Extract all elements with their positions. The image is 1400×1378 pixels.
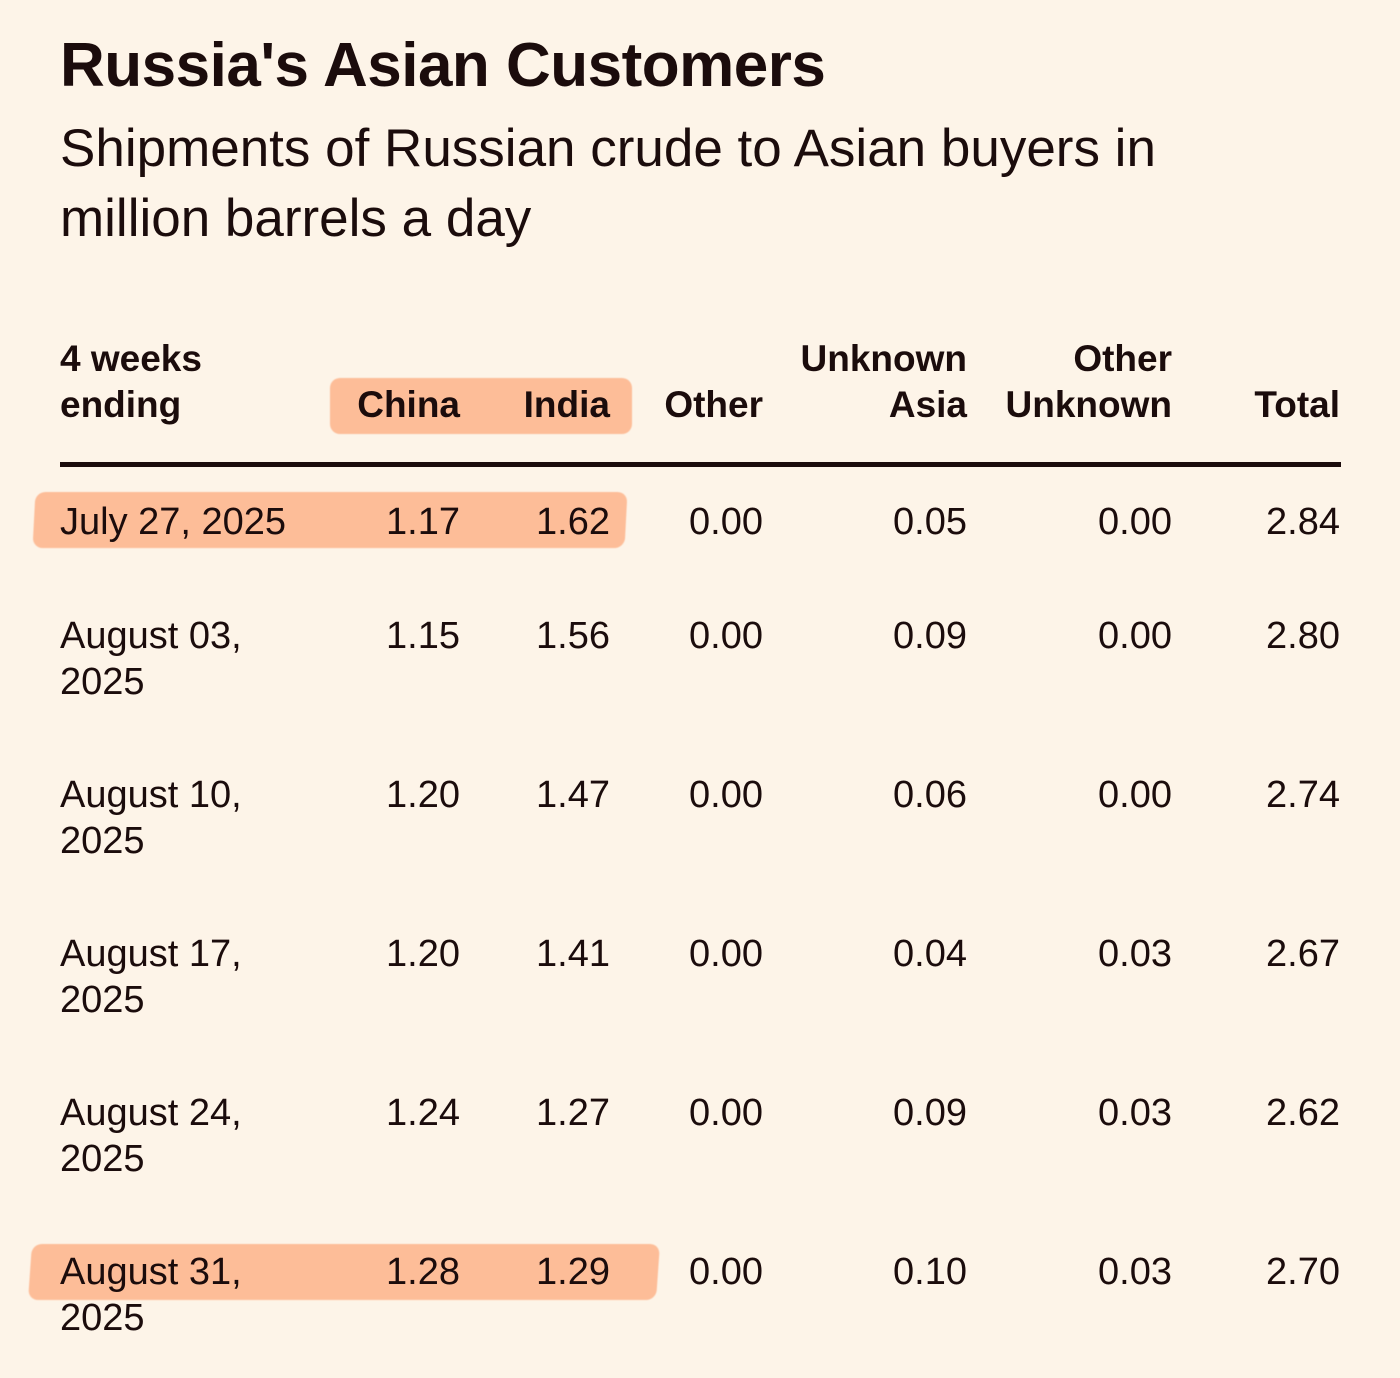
header-other-unknown-line1: Other bbox=[1073, 338, 1172, 379]
cell-other-unknown: 0.03 bbox=[1098, 933, 1172, 975]
cell-china: 1.24 bbox=[386, 1092, 460, 1134]
header-date-line2: ending bbox=[60, 384, 182, 425]
header-total: Total bbox=[1180, 382, 1340, 428]
table-row: August 03, 2025 1.15 1.56 0.00 0.09 0.00 2.80 bbox=[0, 613, 1400, 713]
cell-date-line2: 2025 bbox=[60, 1297, 145, 1339]
cell-date-line1: July 27, 2025 bbox=[60, 501, 287, 543]
header-india: India bbox=[450, 382, 610, 428]
cell-date-line2: 2025 bbox=[60, 979, 145, 1021]
cell-date: August 17, 2025 bbox=[60, 931, 320, 1023]
cell-total: 2.80 bbox=[1266, 615, 1340, 657]
cell-total: 2.70 bbox=[1266, 1251, 1340, 1293]
cell-date-line1: August 10, bbox=[60, 774, 242, 816]
cell-other-unknown: 0.00 bbox=[1098, 615, 1172, 657]
cell-other-unknown: 0.03 bbox=[1098, 1251, 1172, 1293]
cell-other: 0.00 bbox=[689, 774, 763, 816]
table-row: August 17, 2025 1.20 1.41 0.00 0.04 0.03 2.67 bbox=[0, 931, 1400, 1031]
cell-other-unknown: 0.03 bbox=[1098, 1092, 1172, 1134]
cell-date-line2: 2025 bbox=[60, 820, 145, 862]
table-row: July 27, 2025 1.17 1.62 0.00 0.05 0.00 2.84 bbox=[0, 499, 1400, 599]
header-india-label: India bbox=[523, 384, 610, 425]
cell-date: August 31, 2025 bbox=[60, 1249, 320, 1341]
cell-china: 1.17 bbox=[386, 501, 460, 543]
header-other-unknown-line2: Unknown bbox=[1005, 384, 1172, 425]
header-other: Other bbox=[600, 382, 763, 428]
chart-title: Russia's Asian Customers bbox=[60, 31, 826, 100]
cell-unknown-asia: 0.09 bbox=[893, 1092, 967, 1134]
cell-other: 0.00 bbox=[689, 501, 763, 543]
cell-india: 1.62 bbox=[536, 501, 610, 543]
cell-india: 1.47 bbox=[536, 774, 610, 816]
cell-unknown-asia: 0.10 bbox=[893, 1251, 967, 1293]
cell-china: 1.15 bbox=[386, 615, 460, 657]
cell-date-line1: August 03, bbox=[60, 615, 242, 657]
cell-unknown-asia: 0.09 bbox=[893, 615, 967, 657]
header-other-unknown: Other Unknown bbox=[972, 336, 1172, 428]
header-date-line1: 4 weeks bbox=[60, 338, 202, 379]
cell-india: 1.41 bbox=[536, 933, 610, 975]
cell-date-line2: 2025 bbox=[60, 661, 145, 703]
cell-date-line1: August 31, bbox=[60, 1251, 242, 1293]
cell-unknown-asia: 0.04 bbox=[893, 933, 967, 975]
cell-date: August 24, 2025 bbox=[60, 1090, 320, 1182]
header-highlight bbox=[330, 378, 632, 434]
cell-india: 1.56 bbox=[536, 615, 610, 657]
table-row: August 24, 2025 1.24 1.27 0.00 0.09 0.03 2.62 bbox=[0, 1090, 1400, 1190]
cell-other: 0.00 bbox=[689, 1251, 763, 1293]
cell-unknown-asia: 0.06 bbox=[893, 774, 967, 816]
cell-other-unknown: 0.00 bbox=[1098, 774, 1172, 816]
cell-other: 0.00 bbox=[689, 615, 763, 657]
cell-china: 1.28 bbox=[386, 1251, 460, 1293]
cell-date-line2: 2025 bbox=[60, 1138, 145, 1180]
header-total-label: Total bbox=[1254, 384, 1340, 425]
cell-india: 1.29 bbox=[536, 1251, 610, 1293]
cell-other: 0.00 bbox=[689, 933, 763, 975]
cell-india: 1.27 bbox=[536, 1092, 610, 1134]
cell-other-unknown: 0.00 bbox=[1098, 501, 1172, 543]
header-china: China bbox=[300, 382, 460, 428]
cell-china: 1.20 bbox=[386, 774, 460, 816]
cell-date: July 27, 2025 bbox=[60, 499, 320, 545]
cell-date-line1: August 17, bbox=[60, 933, 242, 975]
table-row: August 10, 2025 1.20 1.47 0.00 0.06 0.00 2.74 bbox=[0, 772, 1400, 872]
cell-unknown-asia: 0.05 bbox=[893, 501, 967, 543]
header-china-label: China bbox=[357, 384, 460, 425]
header-date: 4 weeks ending bbox=[60, 336, 202, 428]
table-row: August 31, 2025 1.28 1.29 0.00 0.10 0.03 2.70 bbox=[0, 1249, 1400, 1349]
header-other-label: Other bbox=[664, 384, 763, 425]
cell-other: 0.00 bbox=[689, 1092, 763, 1134]
header-unknown-asia: Unknown Asia bbox=[770, 336, 967, 428]
cell-china: 1.20 bbox=[386, 933, 460, 975]
cell-date-line1: August 24, bbox=[60, 1092, 242, 1134]
cell-total: 2.62 bbox=[1266, 1092, 1340, 1134]
header-rule bbox=[60, 462, 1341, 467]
chart-subtitle: Shipments of Russian crude to Asian buye… bbox=[60, 119, 1156, 248]
cell-date: August 10, 2025 bbox=[60, 772, 320, 864]
cell-total: 2.84 bbox=[1266, 501, 1340, 543]
cell-date: August 03, 2025 bbox=[60, 613, 320, 705]
header-unknown-asia-line1: Unknown bbox=[800, 338, 967, 379]
cell-total: 2.67 bbox=[1266, 933, 1340, 975]
cell-total: 2.74 bbox=[1266, 774, 1340, 816]
header-unknown-asia-line2: Asia bbox=[888, 384, 967, 425]
